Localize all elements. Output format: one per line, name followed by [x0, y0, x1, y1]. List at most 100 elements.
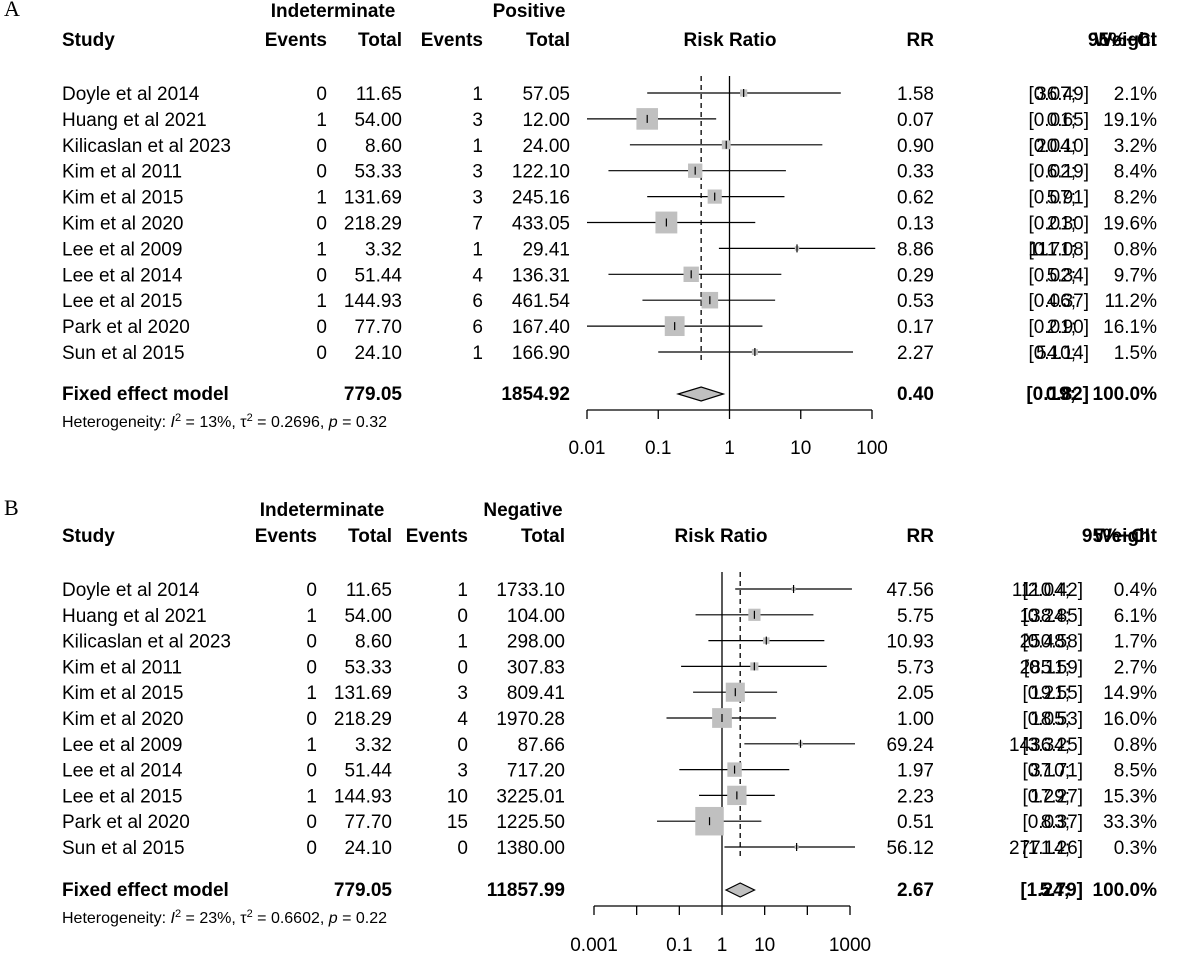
rr-value: 5.75: [897, 606, 934, 627]
weight-value: 14.9%: [1103, 683, 1157, 704]
x-tick-label: 10: [754, 935, 775, 956]
study-name: Sun et al 2015: [62, 838, 185, 859]
pooled-ci-upper: 0.82]: [1046, 384, 1089, 405]
column-header-study: Study: [62, 526, 115, 547]
x-tick-label: 1: [724, 438, 735, 459]
events2-value: 0: [457, 657, 468, 678]
total1-value: 218.29: [344, 214, 402, 235]
ci-lower-value: [1.14;: [1022, 838, 1070, 859]
weight-value: 0.8%: [1114, 239, 1157, 260]
study-row: Sun et al 2015 0 24.10 0 1380.00 56.12 [1.14;2…: [62, 838, 1157, 859]
study-row: Lee et al 2014 0 51.44 4 136.31 0.29 [0.02;5.3…: [62, 265, 1157, 286]
x-tick-label: 0.01: [569, 438, 606, 459]
total2-value: 1380.00: [496, 838, 565, 859]
total2-value: 122.10: [512, 162, 570, 183]
x-tick-label: 1000: [829, 935, 871, 956]
ci-lower-value: [0.01;: [1028, 214, 1076, 235]
total1-value: 53.33: [354, 162, 402, 183]
heterogeneity-text: Heterogeneity: I2 = 23%, τ2 = 0.6602, p …: [62, 908, 387, 927]
rr-value: 0.07: [897, 110, 934, 131]
pooled-row: Fixed effect model 779.05 11857.99 2.67 [1.2…: [62, 880, 1157, 901]
ci-upper-value: 1110.42]: [1012, 580, 1083, 601]
total2-value: 29.41: [522, 239, 570, 260]
events1-value: 1: [316, 291, 327, 312]
ci-lower-value: [0.24;: [1022, 606, 1070, 627]
ci-lower-value: [3.34;: [1022, 735, 1070, 756]
ci-upper-value: 2771.26]: [1009, 838, 1083, 859]
ci-upper-value: 285.59]: [1020, 657, 1083, 678]
ci-upper-value: 5.34]: [1047, 265, 1089, 286]
weight-value: 0.8%: [1114, 735, 1157, 756]
pooled-weight: 100.0%: [1093, 384, 1158, 405]
events1-value: 0: [316, 343, 327, 364]
ci-lower-value: [0.05;: [1022, 709, 1070, 730]
ci-lower-value: [0.03;: [1022, 812, 1070, 833]
pooled-diamond: [676, 386, 726, 402]
ci-upper-value: 18.53]: [1030, 709, 1083, 730]
ci-upper-value: 1436.25]: [1009, 735, 1083, 756]
rr-value: 0.17: [897, 317, 934, 338]
study-name: Lee et al 2014: [62, 761, 183, 782]
study-name: Doyle et al 2014: [62, 84, 200, 105]
pooled-total1: 779.05: [344, 384, 403, 405]
events1-value: 0: [306, 761, 317, 782]
rr-value: 0.90: [897, 136, 934, 157]
events1-value: 1: [306, 606, 317, 627]
ci-lower-value: [0.29;: [1022, 786, 1070, 807]
total2-value: 433.05: [512, 214, 570, 235]
events2-value: 7: [472, 214, 483, 235]
study-name: Kilicaslan et al 2023: [62, 136, 231, 157]
total1-value: 24.10: [344, 838, 392, 859]
column-header-total2: Total: [526, 30, 570, 51]
column-header-total1: Total: [348, 526, 392, 547]
ci-upper-value: 54.14]: [1036, 343, 1089, 364]
total2-value: 245.16: [512, 188, 570, 209]
column-header-risk-ratio: Risk Ratio: [684, 30, 777, 51]
pooled-label: Fixed effect model: [62, 880, 229, 901]
study-row: Kim et al 2020 0 218.29 7 433.05 0.13 [0.01;2.…: [62, 211, 1157, 235]
column-header-weight: Weight: [1094, 30, 1158, 51]
events1-value: 0: [306, 709, 317, 730]
rr-value: 2.27: [897, 343, 934, 364]
study-row: Park et al 2020 0 77.70 15 1225.50 0.51 [0.03;…: [62, 806, 1157, 836]
pooled-weight: 100.0%: [1093, 880, 1158, 901]
study-row: Kim et al 2011 0 53.33 0 307.83 5.73 [0.11;285…: [62, 657, 1157, 678]
weight-value: 11.2%: [1105, 291, 1158, 312]
total1-value: 54.00: [344, 606, 392, 627]
total2-value: 87.66: [517, 735, 565, 756]
weight-value: 6.1%: [1114, 606, 1157, 627]
weight-value: 16.0%: [1103, 709, 1157, 730]
weight-value: 15.3%: [1103, 786, 1157, 807]
events1-value: 0: [306, 812, 317, 833]
weight-value: 8.2%: [1114, 188, 1157, 209]
study-name: Kilicaslan et al 2023: [62, 632, 231, 653]
panel-label: A: [4, 0, 20, 21]
study-name: Huang et al 2021: [62, 606, 207, 627]
events2-value: 1: [457, 632, 468, 653]
events2-value: 6: [472, 291, 483, 312]
ci-upper-value: 20.10]: [1036, 136, 1089, 157]
panel-label: B: [4, 495, 19, 520]
total2-value: 298.00: [507, 632, 565, 653]
ci-upper-value: 138.85]: [1020, 606, 1083, 627]
column-header-events2: Events: [421, 30, 483, 51]
study-row: Kim et al 2020 0 218.29 4 1970.28 1.00 [0.05;1…: [62, 708, 1157, 730]
events1-value: 1: [316, 239, 327, 260]
total1-value: 131.69: [334, 683, 392, 704]
ci-upper-value: 6.19]: [1047, 162, 1089, 183]
weight-value: 0.4%: [1114, 580, 1157, 601]
total1-value: 24.10: [354, 343, 402, 364]
events2-value: 3: [472, 188, 483, 209]
events1-value: 0: [316, 84, 327, 105]
events2-value: 3: [472, 110, 483, 131]
events1-value: 1: [306, 786, 317, 807]
weight-value: 3.2%: [1114, 136, 1157, 157]
ci-lower-value: [0.10;: [1022, 761, 1070, 782]
ci-lower-value: [0.10;: [1028, 343, 1076, 364]
study-name: Kim et al 2011: [62, 162, 182, 183]
rr-value: 0.13: [897, 214, 934, 235]
total1-value: 77.70: [354, 317, 402, 338]
column-header-ci: 95%−CI: [1082, 526, 1150, 547]
events2-value: 3: [457, 683, 468, 704]
events2-value: 1: [472, 239, 483, 260]
